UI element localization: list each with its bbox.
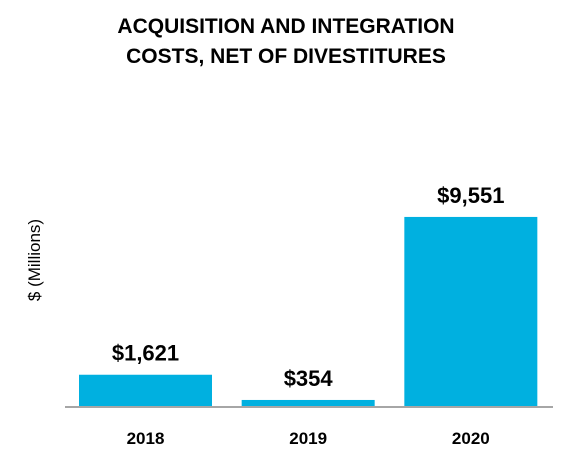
- chart-title-line-1: ACQUISITION AND INTEGRATION: [117, 15, 455, 38]
- x-tick-label-2019: 2019: [289, 429, 327, 448]
- bar-2020: [404, 216, 538, 407]
- chart-title: ACQUISITION AND INTEGRATION COSTS, NET O…: [0, 12, 572, 72]
- x-tick-label-2018: 2018: [127, 429, 165, 448]
- data-label-2018: $1,621: [112, 341, 179, 366]
- x-tick-label-2020: 2020: [452, 429, 490, 448]
- data-label-2020: $9,551: [437, 183, 504, 208]
- chart-title-line-2: COSTS, NET OF DIVESTITURES: [126, 45, 446, 68]
- data-label-2019: $354: [284, 366, 334, 391]
- bar-2019: [241, 399, 375, 407]
- bar-2018: [79, 374, 212, 407]
